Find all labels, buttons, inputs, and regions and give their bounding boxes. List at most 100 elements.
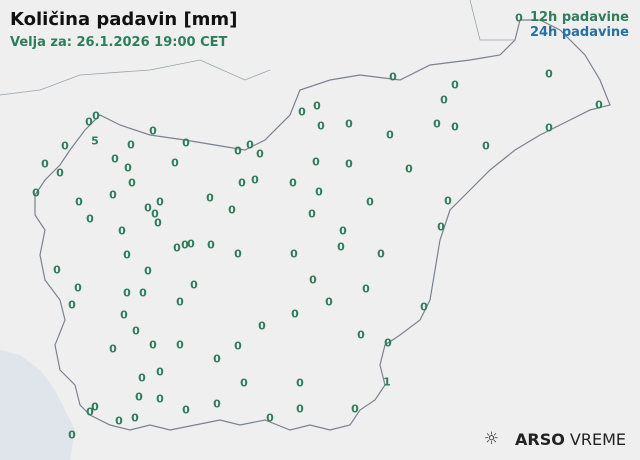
station-value[interactable]: 0 <box>444 194 452 208</box>
station-value[interactable]: 0 <box>384 336 392 350</box>
station-value[interactable]: 0 <box>317 119 325 133</box>
station-value[interactable]: 0 <box>182 403 190 417</box>
station-value[interactable]: 0 <box>207 238 215 252</box>
station-value[interactable]: 0 <box>386 128 394 142</box>
station-value[interactable]: 0 <box>123 286 131 300</box>
station-value[interactable]: 0 <box>111 152 119 166</box>
station-value[interactable]: 0 <box>109 342 117 356</box>
station-value[interactable]: 0 <box>228 203 236 217</box>
station-value[interactable]: 0 <box>74 281 82 295</box>
station-value[interactable]: 0 <box>144 264 152 278</box>
station-value[interactable]: 0 <box>337 240 345 254</box>
station-value[interactable]: 0 <box>75 195 83 209</box>
station-value[interactable]: 0 <box>451 120 459 134</box>
station-value[interactable]: 0 <box>86 212 94 226</box>
station-value[interactable]: 0 <box>131 411 139 425</box>
station-value[interactable]: 0 <box>171 156 179 170</box>
station-value[interactable]: 0 <box>296 376 304 390</box>
station-value[interactable]: 0 <box>345 117 353 131</box>
station-value[interactable]: 0 <box>68 428 76 442</box>
station-value[interactable]: 0 <box>315 185 323 199</box>
station-value[interactable]: 0 <box>92 109 100 123</box>
station-value[interactable]: 0 <box>405 162 413 176</box>
station-value[interactable]: 0 <box>433 117 441 131</box>
station-value[interactable]: 0 <box>440 93 448 107</box>
station-value[interactable]: 0 <box>156 195 164 209</box>
station-value[interactable]: 0 <box>290 247 298 261</box>
station-value[interactable]: 0 <box>68 298 76 312</box>
legend-24h[interactable]: 24h padavine <box>529 25 629 40</box>
station-value[interactable]: 0 <box>118 224 126 238</box>
station-value[interactable]: 0 <box>85 115 93 129</box>
station-value[interactable]: 0 <box>149 124 157 138</box>
station-value[interactable]: 0 <box>144 201 152 215</box>
station-value[interactable]: 0 <box>120 308 128 322</box>
station-value[interactable]: 0 <box>213 397 221 411</box>
station-value[interactable]: 0 <box>298 105 306 119</box>
station-value[interactable]: 0 <box>176 338 184 352</box>
station-value[interactable]: 0 <box>149 338 157 352</box>
legend-12h[interactable]: 12h padavine <box>529 10 629 25</box>
station-value[interactable]: 0 <box>154 216 162 230</box>
station-value[interactable]: 0 <box>132 324 140 338</box>
station-value[interactable]: 0 <box>595 98 603 112</box>
station-value[interactable]: 0 <box>238 176 246 190</box>
station-value[interactable]: 0 <box>256 147 264 161</box>
station-value[interactable]: 0 <box>258 319 266 333</box>
station-value[interactable]: 0 <box>173 241 181 255</box>
station-value[interactable]: 0 <box>246 138 254 152</box>
station-value[interactable]: 0 <box>206 191 214 205</box>
station-value[interactable]: 0 <box>86 405 94 419</box>
station-value[interactable]: 0 <box>32 186 40 200</box>
station-value[interactable]: 0 <box>135 390 143 404</box>
station-value[interactable]: 0 <box>234 339 242 353</box>
station-value[interactable]: 0 <box>362 282 370 296</box>
station-value[interactable]: 0 <box>389 70 397 84</box>
station-value[interactable]: 0 <box>312 155 320 169</box>
station-value[interactable]: 0 <box>309 273 317 287</box>
station-value[interactable]: 0 <box>56 166 64 180</box>
station-value[interactable]: 0 <box>240 376 248 390</box>
station-value[interactable]: 0 <box>156 392 164 406</box>
station-value[interactable]: 0 <box>351 402 359 416</box>
station-value[interactable]: 0 <box>213 352 221 366</box>
station-value[interactable]: 0 <box>123 248 131 262</box>
station-value[interactable]: 0 <box>91 400 99 414</box>
station-value[interactable]: 0 <box>251 173 259 187</box>
station-value[interactable]: 0 <box>339 224 347 238</box>
station-value[interactable]: 0 <box>515 11 523 25</box>
station-value[interactable]: 0 <box>266 411 274 425</box>
station-value[interactable]: 0 <box>289 176 297 190</box>
station-value[interactable]: 0 <box>420 300 428 314</box>
station-value[interactable]: 0 <box>182 136 190 150</box>
station-value[interactable]: 5 <box>91 134 99 148</box>
station-value[interactable]: 0 <box>437 220 445 234</box>
station-value[interactable]: 0 <box>124 161 132 175</box>
station-value[interactable]: 0 <box>53 263 61 277</box>
station-value[interactable]: 0 <box>190 278 198 292</box>
station-value[interactable]: 0 <box>296 402 304 416</box>
station-value[interactable]: 0 <box>545 121 553 135</box>
station-value[interactable]: 0 <box>545 67 553 81</box>
station-value[interactable]: 0 <box>41 157 49 171</box>
station-value[interactable]: 0 <box>451 78 459 92</box>
station-value[interactable]: 0 <box>187 237 195 251</box>
station-value[interactable]: 0 <box>313 99 321 113</box>
station-value[interactable]: 0 <box>357 328 365 342</box>
station-value[interactable]: 0 <box>61 139 69 153</box>
station-value[interactable]: 0 <box>127 138 135 152</box>
station-value[interactable]: 0 <box>181 238 189 252</box>
station-value[interactable]: 0 <box>151 207 159 221</box>
station-value[interactable]: 0 <box>345 157 353 171</box>
station-value[interactable]: 0 <box>115 414 123 428</box>
station-value[interactable]: 0 <box>366 195 374 209</box>
station-value[interactable]: 0 <box>482 139 490 153</box>
station-value[interactable]: 1 <box>383 375 391 389</box>
station-value[interactable]: 0 <box>234 247 242 261</box>
arso-logo[interactable]: ☼ ARSO VREME <box>484 429 626 449</box>
station-value[interactable]: 0 <box>109 188 117 202</box>
station-value[interactable]: 0 <box>377 247 385 261</box>
station-value[interactable]: 0 <box>138 371 146 385</box>
station-value[interactable]: 0 <box>139 286 147 300</box>
station-value[interactable]: 0 <box>128 176 136 190</box>
